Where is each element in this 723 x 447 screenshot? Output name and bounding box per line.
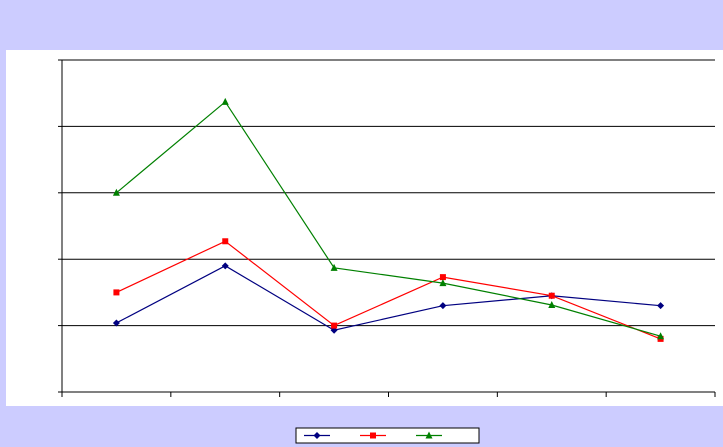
marker	[439, 302, 447, 310]
marker	[657, 332, 665, 340]
marker	[548, 292, 555, 299]
marker	[439, 274, 446, 281]
series-line	[116, 265, 661, 331]
series-line	[116, 240, 661, 340]
marker	[221, 97, 229, 105]
marker	[330, 263, 338, 271]
legend-box	[295, 427, 480, 444]
marker	[222, 238, 229, 245]
marker	[439, 279, 447, 287]
marker	[548, 301, 556, 309]
marker	[370, 432, 376, 439]
marker	[112, 319, 120, 327]
marker	[425, 431, 433, 439]
marker	[657, 302, 665, 310]
series-line	[116, 100, 661, 337]
marker	[221, 262, 229, 270]
marker	[313, 432, 321, 439]
marker	[331, 322, 338, 329]
plot-background	[6, 50, 723, 406]
marker	[113, 289, 120, 296]
marker	[112, 188, 120, 196]
